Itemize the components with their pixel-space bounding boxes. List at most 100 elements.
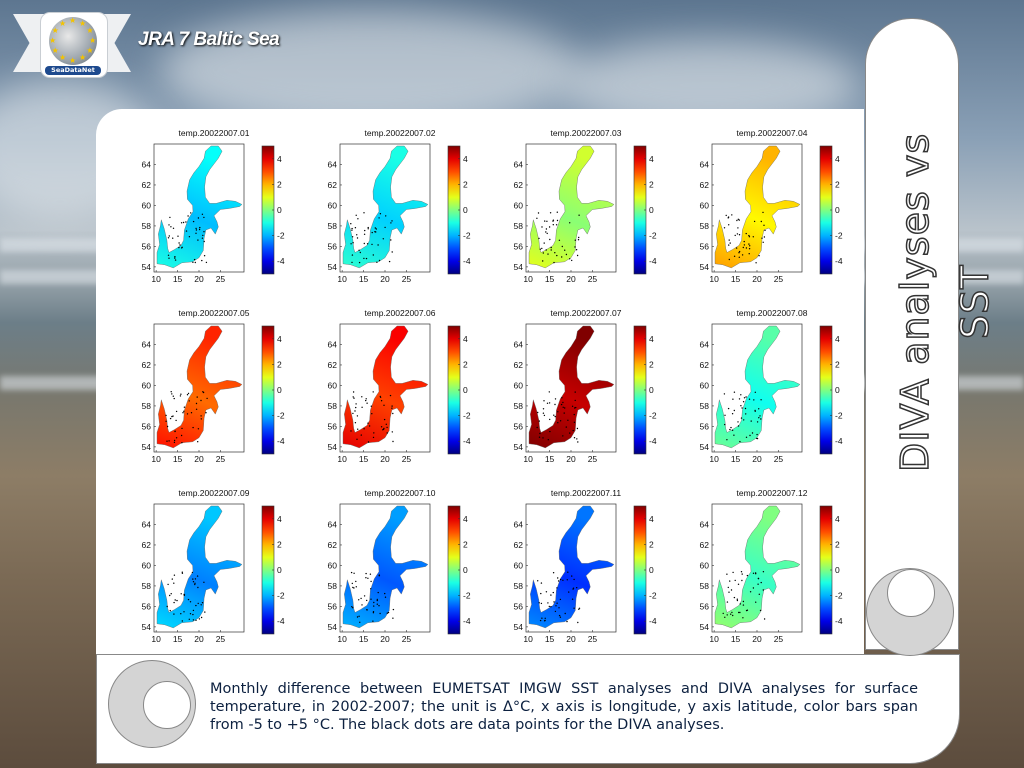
data-point: [200, 604, 202, 606]
data-point: [185, 221, 187, 223]
data-point: [201, 237, 204, 239]
data-point: [738, 250, 741, 253]
data-point: [175, 410, 178, 413]
data-point: [752, 236, 754, 238]
data-point: [373, 601, 375, 604]
data-point: [724, 414, 726, 416]
data-point: [736, 598, 738, 600]
x-tick-label: 20: [566, 634, 576, 644]
data-point: [197, 217, 200, 219]
colorbar-tick-label: 2: [463, 359, 468, 369]
y-tick-label: 54: [700, 262, 710, 272]
colorbar-tick-label: 4: [649, 334, 654, 344]
data-point: [173, 574, 176, 576]
data-point: [379, 396, 382, 398]
data-point: [743, 240, 745, 243]
data-point: [542, 260, 544, 262]
data-point: [178, 242, 180, 244]
y-tick-label: 54: [700, 442, 710, 452]
data-point: [749, 591, 752, 593]
data-point: [169, 216, 171, 219]
x-tick-label: 15: [173, 274, 183, 284]
map-panel: temp.20022007.11 10 15 20 25 64 62 60 58 56 54 4 2 0-…: [490, 484, 670, 654]
data-point: [578, 607, 581, 609]
colorbar-tick-label: 0: [835, 565, 840, 575]
panel-title: temp.20022007.03: [550, 128, 622, 138]
data-point: [201, 259, 203, 262]
data-point: [365, 577, 367, 579]
colorbar-tick-label: 4: [277, 154, 282, 164]
data-point: [376, 598, 378, 601]
data-point: [552, 572, 555, 574]
y-tick-label: 54: [514, 442, 524, 452]
colorbar-tick-label: -4: [463, 616, 471, 626]
colorbar-tick-label: -2: [835, 591, 843, 601]
y-tick-label: 60: [514, 200, 524, 210]
data-point: [752, 572, 755, 574]
data-point: [759, 415, 761, 417]
data-point: [725, 214, 727, 217]
data-point: [195, 229, 198, 231]
data-point: [351, 227, 353, 230]
colorbar-tick-label: 0: [649, 565, 654, 575]
data-point: [752, 587, 755, 589]
data-point: [743, 397, 746, 399]
data-point: [169, 609, 171, 612]
data-point: [541, 617, 543, 619]
data-point: [392, 412, 394, 415]
sea-field: [714, 145, 801, 269]
y-tick-label: 62: [700, 540, 710, 550]
y-tick-label: 54: [142, 262, 152, 272]
x-tick-label: 20: [194, 454, 204, 464]
x-tick-label: 25: [402, 454, 412, 464]
colorbar-tick-label: 4: [649, 154, 654, 164]
data-point: [203, 240, 205, 243]
data-point: [546, 402, 549, 404]
data-point: [192, 426, 194, 429]
colorbar-tick-label: 2: [277, 539, 282, 549]
y-tick-label: 64: [700, 339, 710, 349]
data-point: [760, 418, 762, 420]
colorbar-tick-label: 4: [835, 154, 840, 164]
data-point: [727, 407, 730, 410]
map-panel: temp.20022007.10 10 15 20 25 64 62 60 58 56 54 4 2 0-…: [304, 484, 484, 654]
data-point: [186, 413, 189, 415]
data-point: [350, 243, 352, 245]
data-point: [561, 245, 563, 248]
x-tick-label: 15: [359, 274, 369, 284]
data-point: [578, 608, 580, 610]
colorbar-tick-label: 2: [277, 179, 282, 189]
data-point: [547, 602, 549, 604]
data-point: [758, 417, 760, 419]
logo-globe-icon: [49, 17, 97, 65]
x-tick-label: 25: [774, 274, 784, 284]
data-point: [358, 249, 360, 251]
data-point: [178, 246, 180, 249]
y-tick-label: 56: [328, 241, 338, 251]
data-point: [745, 396, 747, 398]
data-point: [576, 438, 578, 440]
data-point: [748, 234, 750, 237]
data-point: [754, 409, 756, 412]
y-tick-label: 56: [142, 241, 152, 251]
data-point: [733, 434, 735, 436]
data-point: [185, 230, 188, 232]
data-point: [559, 420, 562, 422]
data-point: [538, 237, 540, 240]
x-tick-label: 20: [566, 274, 576, 284]
y-tick-label: 60: [328, 200, 338, 210]
data-point: [352, 396, 354, 398]
data-point: [538, 420, 540, 422]
data-point: [537, 411, 539, 414]
data-point: [195, 227, 197, 230]
data-point: [760, 399, 762, 401]
data-point: [552, 591, 554, 594]
logo-star-icon: ★: [86, 46, 94, 55]
data-point: [165, 420, 167, 422]
data-point: [560, 403, 563, 406]
y-tick-label: 62: [328, 540, 338, 550]
data-point: [552, 224, 554, 226]
data-point: [574, 239, 576, 241]
data-point: [190, 212, 192, 214]
